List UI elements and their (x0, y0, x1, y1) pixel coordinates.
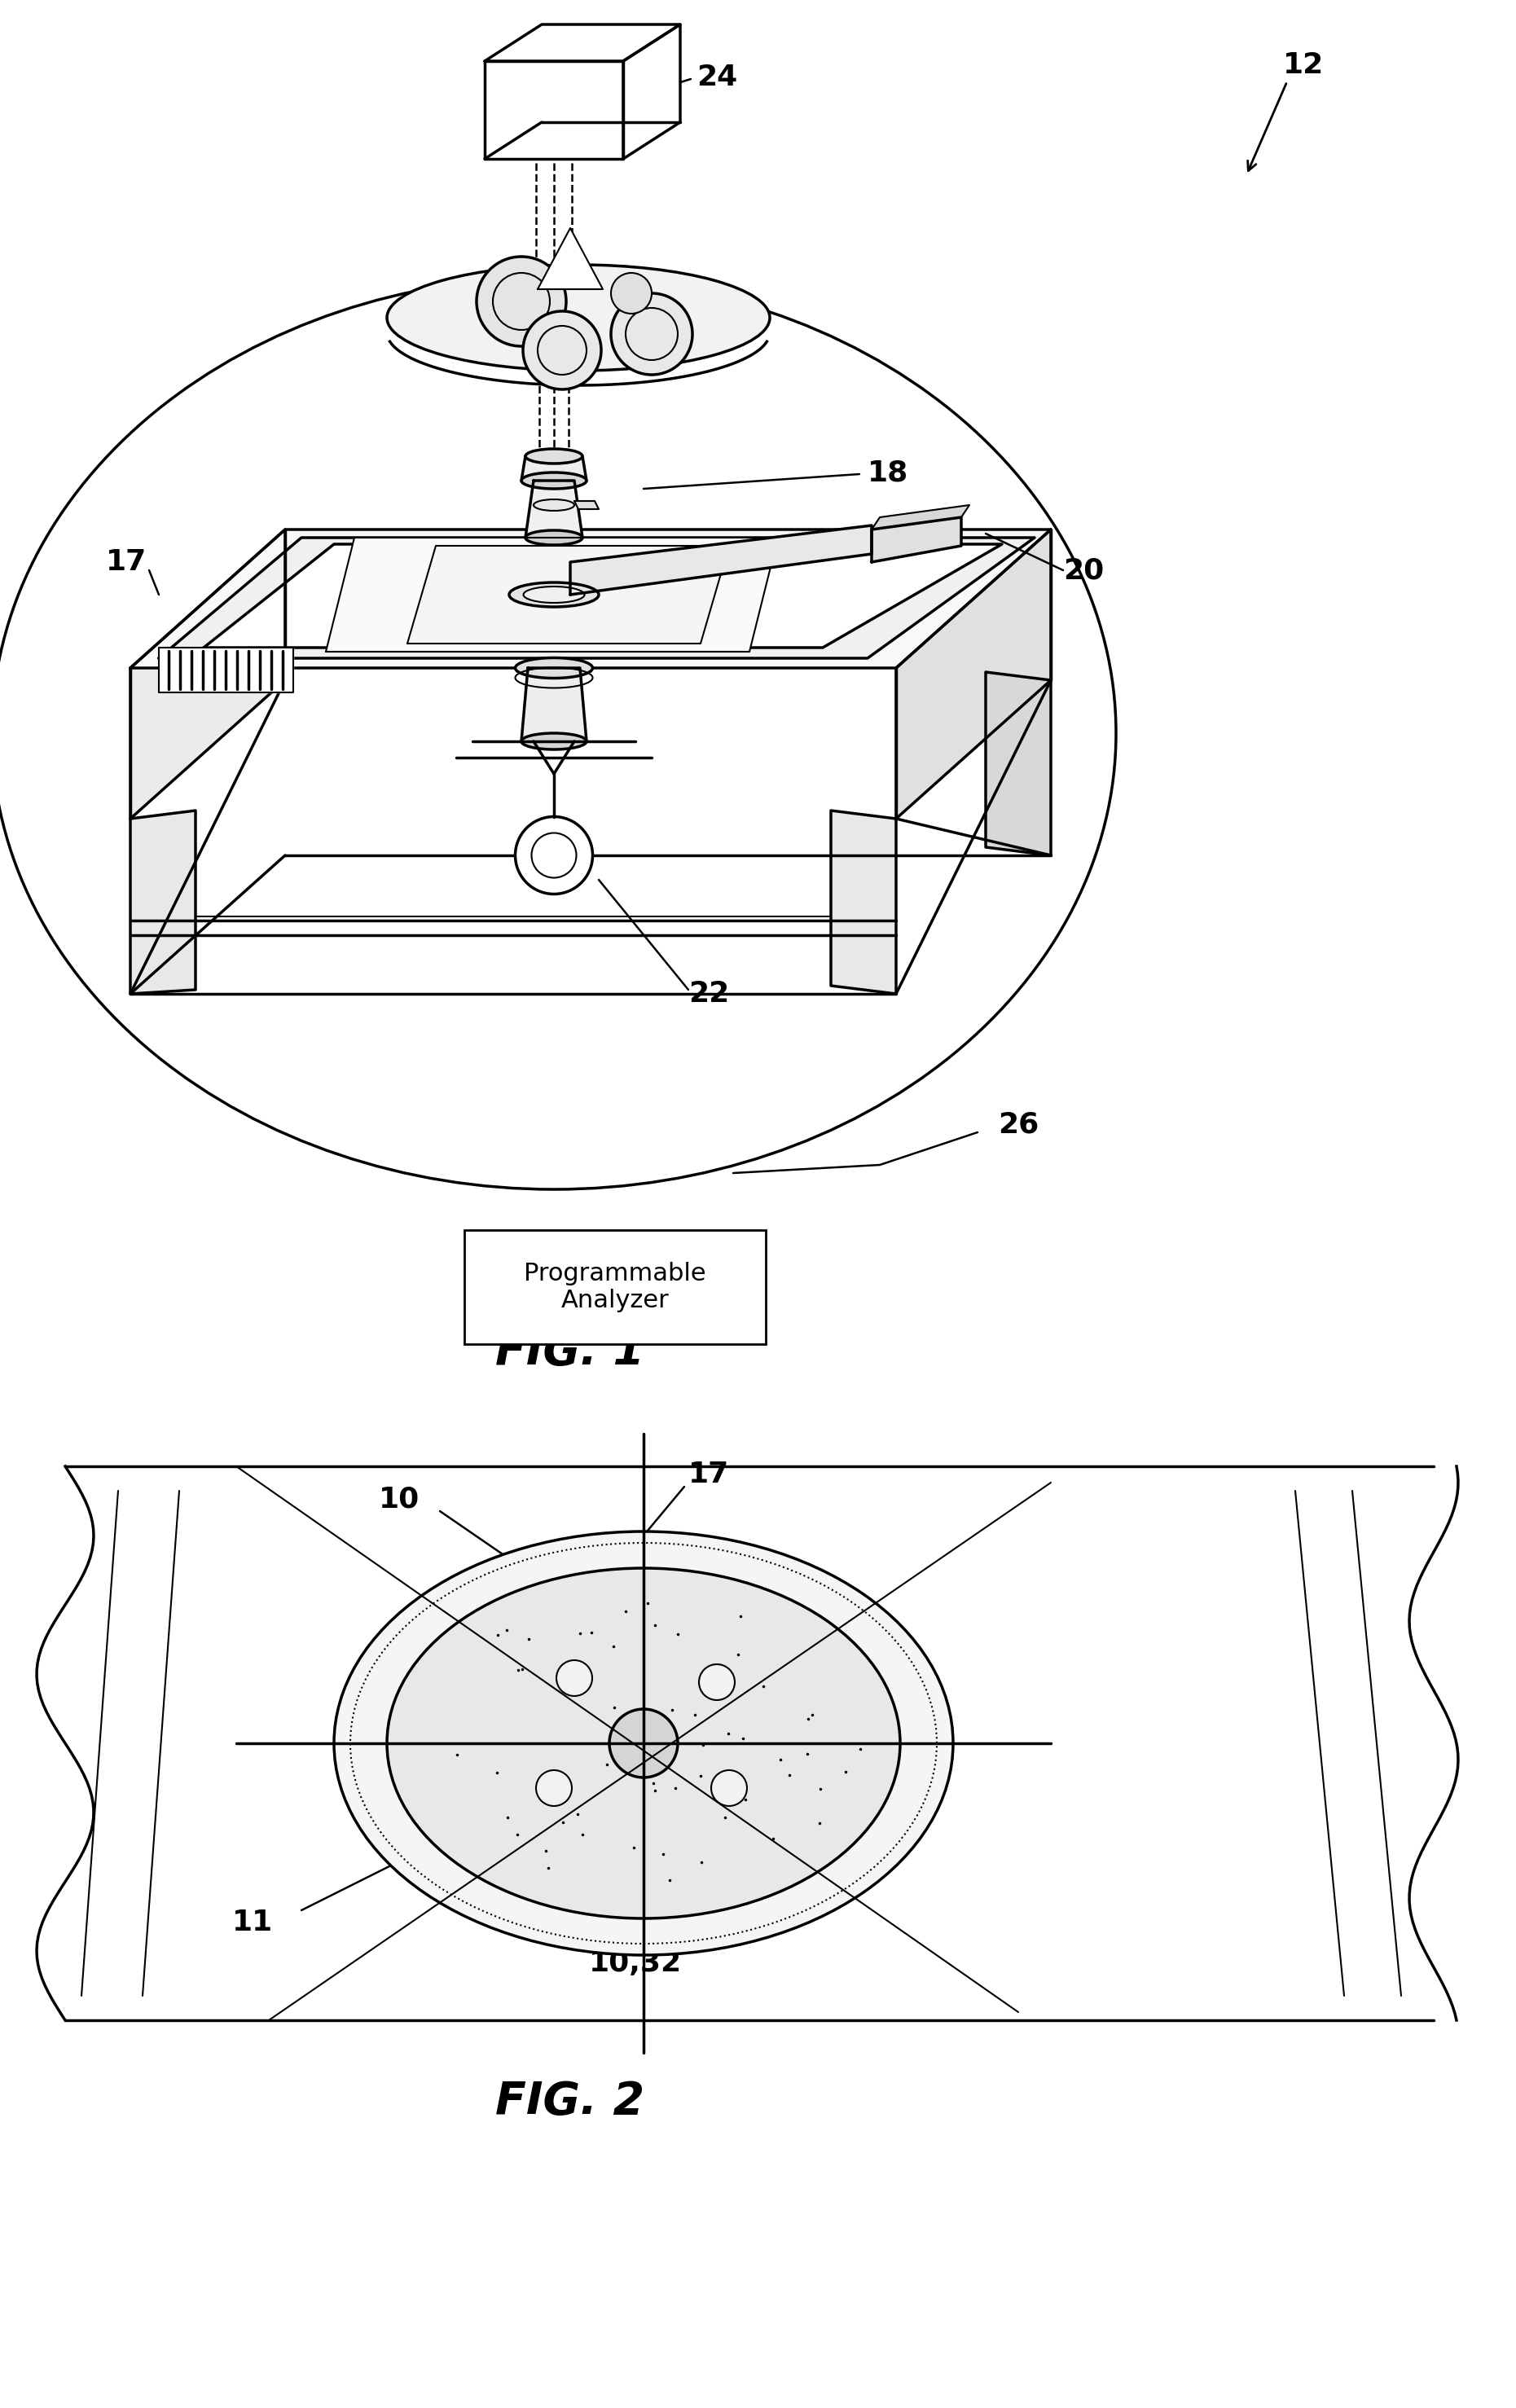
Polygon shape (985, 672, 1051, 855)
Polygon shape (522, 455, 587, 482)
Polygon shape (623, 24, 681, 159)
Polygon shape (130, 811, 196, 995)
Circle shape (711, 1770, 747, 1806)
Polygon shape (896, 530, 1051, 819)
Polygon shape (130, 530, 1051, 667)
Ellipse shape (523, 588, 585, 602)
Ellipse shape (526, 530, 582, 544)
Polygon shape (570, 525, 872, 595)
Text: 26: 26 (998, 1110, 1038, 1139)
Ellipse shape (526, 448, 582, 462)
Polygon shape (130, 530, 285, 819)
Text: 17: 17 (688, 1462, 729, 1488)
Ellipse shape (509, 583, 599, 607)
Circle shape (556, 1659, 593, 1695)
Polygon shape (408, 547, 729, 643)
Polygon shape (831, 811, 896, 995)
Circle shape (699, 1664, 735, 1700)
Circle shape (537, 1770, 572, 1806)
Text: 24: 24 (696, 63, 737, 92)
Text: 12: 12 (1283, 51, 1323, 79)
Text: 17: 17 (106, 549, 147, 576)
Polygon shape (159, 648, 293, 694)
Ellipse shape (387, 265, 770, 371)
Circle shape (611, 272, 652, 313)
Circle shape (523, 311, 602, 390)
Text: 10,32: 10,32 (588, 1950, 682, 1977)
Ellipse shape (522, 732, 587, 749)
Polygon shape (872, 518, 961, 561)
Ellipse shape (387, 1568, 901, 1919)
Polygon shape (159, 537, 1034, 657)
Text: FIG. 2: FIG. 2 (496, 2081, 644, 2124)
Text: 10: 10 (379, 1486, 420, 1512)
Circle shape (611, 294, 693, 376)
Polygon shape (575, 501, 599, 508)
Circle shape (476, 258, 565, 347)
Polygon shape (872, 506, 969, 530)
Polygon shape (326, 537, 778, 653)
Ellipse shape (334, 1531, 954, 1955)
Text: 18: 18 (867, 458, 908, 486)
Polygon shape (522, 667, 587, 742)
Ellipse shape (534, 498, 575, 510)
Text: 11: 11 (232, 1910, 273, 1936)
Circle shape (609, 1710, 678, 1777)
Polygon shape (203, 544, 1002, 648)
Polygon shape (538, 229, 603, 289)
Ellipse shape (515, 816, 593, 893)
Polygon shape (526, 482, 582, 537)
Ellipse shape (515, 657, 593, 679)
Text: FIG. 1: FIG. 1 (496, 1329, 644, 1375)
Text: 22: 22 (688, 980, 729, 1007)
FancyBboxPatch shape (464, 1230, 766, 1344)
Text: Programmable
Analyzer: Programmable Analyzer (525, 1262, 706, 1312)
Polygon shape (485, 24, 681, 60)
Ellipse shape (522, 472, 587, 489)
Polygon shape (485, 60, 623, 159)
Text: 20: 20 (1063, 556, 1104, 585)
